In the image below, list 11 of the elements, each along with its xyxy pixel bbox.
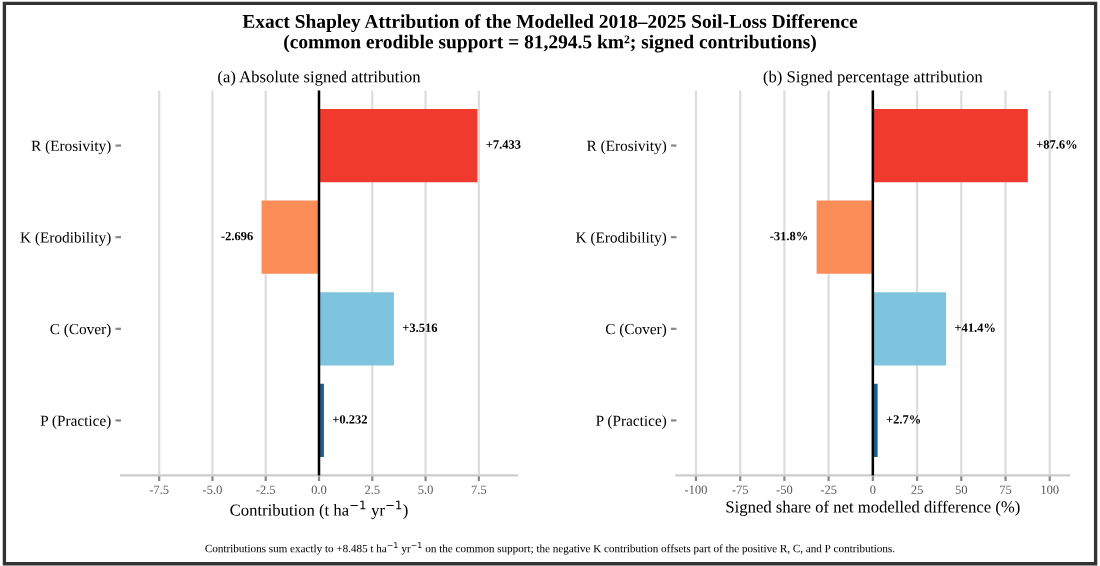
bar xyxy=(319,292,394,366)
bar xyxy=(872,292,947,366)
bar xyxy=(261,200,319,274)
chart-title: Exact Shapley Attribution of the Modelled 2018–2025 Soil-Loss Difference (common erodible support = 81,294.5 km²; signed contributions) xyxy=(242,14,858,53)
chart-subtitle: (b) Signed percentage attribution xyxy=(763,70,983,86)
x-axis-title: Contribution (t ha$^{−1}$ yr$^{−1}$) xyxy=(230,500,408,520)
chart-subtitle: (a) Absolute signed attribution xyxy=(218,70,421,86)
bar xyxy=(816,200,873,274)
x-axis-title: Signed share of net modelled difference (%) xyxy=(726,500,1020,516)
bar xyxy=(319,108,478,183)
bar xyxy=(872,108,1028,183)
